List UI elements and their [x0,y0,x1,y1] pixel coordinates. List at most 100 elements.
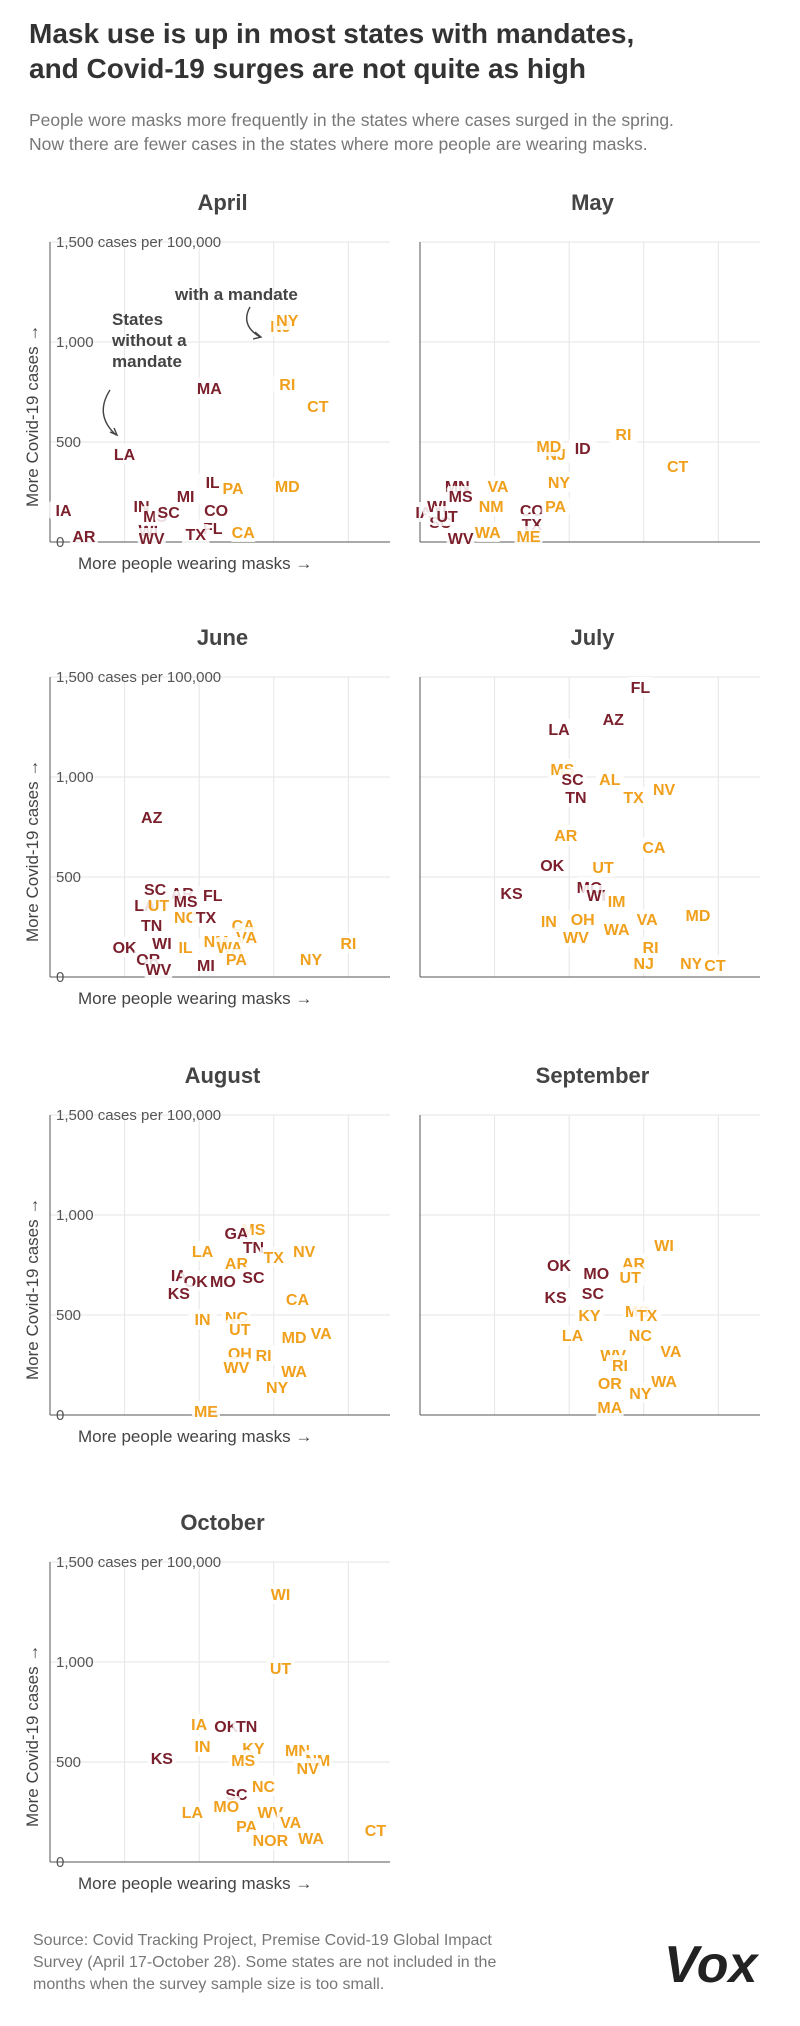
label-halo [147,933,176,953]
state-label: MN [285,1743,310,1760]
label-halo [433,506,462,526]
state-point: SC [239,1267,268,1287]
label-halo [578,1283,607,1303]
state-point: CT [700,955,729,975]
state-point: PA [219,478,248,498]
scatter-plot: 0 500 1,000 1,500 cases per 100,000 More peo… [23,1554,390,1893]
y-axis-label: More Covid-19 cases → [23,1645,42,1827]
state-point: MD [273,476,302,496]
y-axis-label: More Covid-19 cases → [23,325,42,507]
state-point: CA [283,1289,312,1309]
label-halo [650,1235,679,1255]
vox-logo: Vox [664,1936,760,1994]
state-point: TN [232,1716,261,1736]
label-halo [633,1305,662,1325]
state-label: AZ [141,810,163,827]
label-halo [191,1401,220,1421]
label-halo [544,472,573,492]
state-point: AL [595,769,624,789]
state-label: RI [279,377,295,394]
label-halo [568,438,597,458]
state-point: CT [303,396,332,416]
state-label: WA [475,525,501,542]
state-point: KY [575,1305,604,1325]
state-point: NV [293,1758,322,1778]
state-point: WV [144,959,173,979]
state-point: CA [229,522,258,542]
y-tick-label: 1,000 [56,769,94,786]
state-point: UT [225,1319,254,1339]
state-label: MI [197,958,215,975]
label-halo [249,1345,278,1365]
label-halo [137,528,166,548]
label-halo [582,1263,611,1283]
label-halo [185,1714,214,1734]
label-halo [663,456,692,476]
state-label: AR [554,828,578,845]
title-line-2: and Covid-19 surges are not quite as hig… [29,53,586,84]
state-label: NJ [634,956,654,973]
state-point: PA [222,949,251,969]
label-halo [541,496,570,516]
label-halo [266,1658,295,1678]
state-label: VA [487,479,508,496]
state-label: CA [642,840,666,857]
panel-april: April 0 500 1,000 1,500 cases per 100,000 Mor… [23,190,395,590]
state-label: UT [229,1322,251,1339]
state-label: MS [449,489,473,506]
label-halo [137,915,166,935]
state-label: CO [204,503,228,520]
label-halo [178,1802,207,1822]
label-halo [225,1319,254,1339]
state-label: SC [158,505,181,522]
annotation: with a mandate [174,285,298,340]
state-point: MS [446,486,475,506]
state-point: TX [259,1247,288,1267]
state-point: MI [191,955,220,975]
label-halo [575,1305,604,1325]
chart-title: Mask use is up in most states with manda… [29,16,769,86]
label-halo [541,1287,570,1307]
state-point: NV [650,779,679,799]
state-label: WA [281,1364,307,1381]
state-point: NM [477,496,506,516]
label-halo [568,909,597,929]
state-point: UT [616,1267,645,1287]
y-tick-label: 500 [56,869,81,886]
y-axis-label: More Covid-19 cases → [23,1198,42,1380]
state-point: WV [446,528,475,548]
state-point: MI [171,486,200,506]
state-label: MD [536,439,561,456]
label-halo [290,1241,319,1261]
state-label: WI [587,888,607,905]
state-label: NY [680,956,703,973]
state-label: LA [182,1805,204,1822]
y-tick-label: 1,000 [56,334,94,351]
annotation-text: States [112,310,163,329]
state-label: CT [704,958,726,975]
state-point: NC [249,1776,278,1796]
label-halo [188,1309,217,1329]
state-label: TX [264,1250,285,1267]
state-point: SC [578,1283,607,1303]
label-halo [534,911,563,931]
state-point: WV [561,927,590,947]
label-halo [276,1812,305,1832]
panel-title: June [196,625,249,650]
label-halo [293,1758,322,1778]
state-point: VA [633,909,662,929]
annotation-arrow [246,306,261,338]
label-halo [599,709,628,729]
state-point: IA [185,1714,214,1734]
state-label: NC [252,1779,276,1796]
state-point: VA [483,476,512,496]
panel-july: JulyFLAZLAMSSCALTNNVTXARCAOKUTKSMOWIIMIN… [419,625,765,1025]
state-label: WI [271,1587,291,1604]
label-halo [497,883,526,903]
state-label: CT [307,399,329,416]
label-halo [141,879,170,899]
state-label: NC [629,1328,653,1345]
state-label: RI [643,940,659,957]
state-point: OK [544,1255,573,1275]
label-halo [280,1327,309,1347]
